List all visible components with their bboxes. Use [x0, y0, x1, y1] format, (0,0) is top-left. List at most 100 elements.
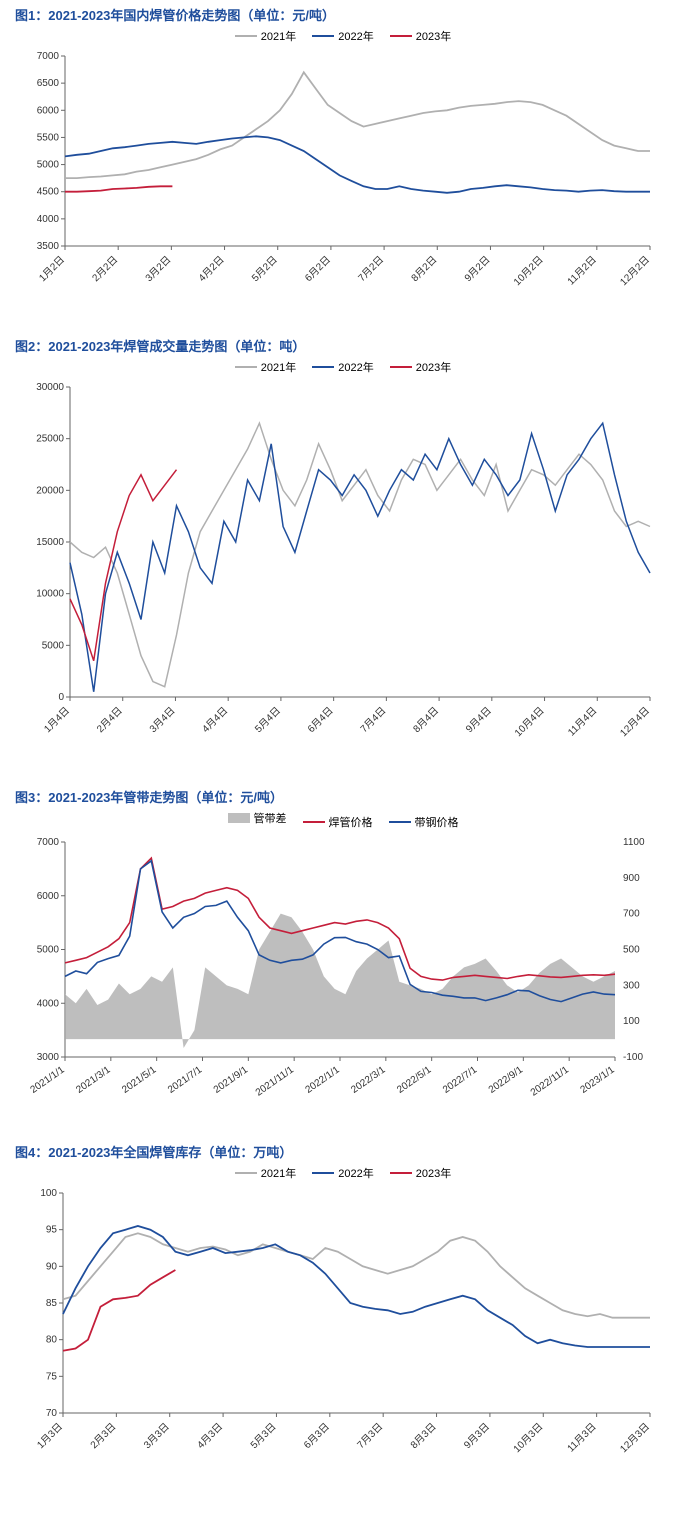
chart4-series-1	[63, 1226, 650, 1347]
chart2-legend-swatch-1	[312, 366, 334, 368]
svg-text:2022/3/1: 2022/3/1	[349, 1064, 388, 1096]
chart2-legend-swatch-2	[390, 366, 412, 368]
svg-text:7000: 7000	[37, 51, 60, 62]
svg-text:70: 70	[46, 1408, 58, 1419]
svg-text:5000: 5000	[37, 945, 60, 956]
svg-text:5月4日: 5月4日	[253, 705, 283, 735]
svg-text:7000: 7000	[37, 837, 60, 848]
svg-text:2月2日: 2月2日	[90, 254, 120, 284]
chart1-svg: 3500 4000 4500 5000 5500 6000 6500 7000 1月2日 2月2日…	[15, 46, 665, 306]
chart4-svg: 7075808590951001月3日2月3日3月3日4月3日5月3日6月3日7…	[15, 1183, 665, 1473]
chart4-container: 图4：2021-2023年全国焊管库存（单位：万吨） 2021年 2022年 2023…	[0, 1137, 686, 1478]
chart2-legend-item-0: 2021年	[235, 359, 296, 375]
svg-text:4月2日: 4月2日	[196, 254, 226, 284]
svg-text:6500: 6500	[37, 78, 60, 89]
svg-text:3500: 3500	[37, 241, 60, 252]
chart2-legend-item-1: 2022年	[312, 359, 373, 375]
chart2-series-0	[70, 423, 650, 687]
svg-text:700: 700	[623, 909, 640, 920]
chart1-legend-item-2: 2023年	[390, 28, 451, 44]
svg-text:8月2日: 8月2日	[409, 254, 439, 284]
svg-text:900: 900	[623, 873, 640, 884]
svg-text:30000: 30000	[36, 382, 64, 393]
svg-text:1月4日: 1月4日	[42, 705, 72, 735]
chart3-svg: 30004000500060007000-1001003005007009001…	[15, 832, 665, 1112]
chart3-legend-swatch-0	[303, 821, 325, 823]
chart1-series-2	[65, 186, 172, 191]
chart1-legend-label-1: 2022年	[338, 28, 373, 44]
chart1-legend-label-2: 2023年	[416, 28, 451, 44]
chart4-legend-item-1: 2022年	[312, 1165, 373, 1181]
svg-text:2022/7/1: 2022/7/1	[441, 1064, 480, 1096]
chart4-legend-label-0: 2021年	[261, 1165, 296, 1181]
chart1-legend-swatch-0	[235, 35, 257, 37]
svg-text:2022/1/1: 2022/1/1	[304, 1064, 343, 1096]
chart1-legend: 2021年 2022年 2023年	[15, 28, 671, 44]
svg-text:5月2日: 5月2日	[249, 254, 279, 284]
svg-text:9月4日: 9月4日	[463, 705, 493, 735]
chart2-legend-label-0: 2021年	[261, 359, 296, 375]
svg-text:5500: 5500	[37, 132, 60, 143]
svg-text:12月4日: 12月4日	[618, 705, 652, 739]
svg-text:10月4日: 10月4日	[512, 705, 546, 739]
chart1-legend-label-0: 2021年	[261, 28, 296, 44]
svg-text:4月3日: 4月3日	[195, 1421, 225, 1451]
svg-text:80: 80	[46, 1335, 58, 1346]
svg-text:300: 300	[623, 980, 640, 991]
chart4-legend-item-2: 2023年	[390, 1165, 451, 1181]
chart2-title: 图2：2021-2023年焊管成交量走势图（单位：吨）	[15, 336, 671, 355]
svg-text:4500: 4500	[37, 187, 60, 198]
chart2-legend-swatch-0	[235, 366, 257, 368]
svg-text:1100: 1100	[623, 837, 645, 848]
svg-text:6月4日: 6月4日	[305, 705, 335, 735]
chart3-legend-area: 管带差	[228, 810, 287, 826]
svg-text:2022/11/1: 2022/11/1	[529, 1064, 572, 1098]
svg-text:75: 75	[46, 1371, 58, 1382]
svg-text:11月4日: 11月4日	[565, 705, 599, 739]
svg-text:2021/3/1: 2021/3/1	[74, 1064, 113, 1096]
chart3-legend-label-0: 焊管价格	[329, 814, 373, 830]
chart1-container: 图1：2021-2023年国内焊管价格走势图（单位：元/吨） 2021年 2022年…	[0, 0, 686, 311]
chart4-title: 图4：2021-2023年全国焊管库存（单位：万吨）	[15, 1142, 671, 1161]
svg-text:3月3日: 3月3日	[141, 1421, 171, 1451]
svg-text:9月2日: 9月2日	[462, 254, 492, 284]
svg-text:12月3日: 12月3日	[618, 1421, 652, 1455]
svg-text:2021/7/1: 2021/7/1	[166, 1064, 205, 1096]
svg-text:25000: 25000	[36, 434, 64, 445]
svg-text:6月2日: 6月2日	[303, 254, 333, 284]
svg-text:2023/1/1: 2023/1/1	[579, 1064, 618, 1096]
svg-text:4月4日: 4月4日	[200, 705, 230, 735]
svg-text:1月2日: 1月2日	[37, 254, 67, 284]
svg-text:6000: 6000	[37, 105, 60, 116]
svg-text:2月4日: 2月4日	[94, 705, 124, 735]
svg-text:85: 85	[46, 1298, 58, 1309]
svg-text:2021/1/1: 2021/1/1	[29, 1064, 68, 1096]
svg-text:15000: 15000	[36, 537, 64, 548]
svg-text:8月3日: 8月3日	[408, 1421, 438, 1451]
svg-text:1月3日: 1月3日	[35, 1421, 65, 1451]
svg-text:3000: 3000	[37, 1052, 60, 1063]
chart3-area	[65, 914, 615, 1048]
svg-text:3月4日: 3月4日	[147, 705, 177, 735]
svg-text:11月3日: 11月3日	[565, 1421, 599, 1455]
chart2-series-2	[70, 470, 177, 661]
svg-text:100: 100	[623, 1016, 640, 1027]
svg-text:12月2日: 12月2日	[618, 254, 652, 288]
chart1-series-0	[65, 72, 650, 178]
svg-text:5000: 5000	[37, 160, 60, 171]
svg-text:9月3日: 9月3日	[462, 1421, 492, 1451]
chart1-legend-item-0: 2021年	[235, 28, 296, 44]
svg-text:4000: 4000	[37, 214, 60, 225]
chart3-legend-item-1: 带钢价格	[389, 814, 459, 830]
svg-text:4000: 4000	[37, 998, 60, 1009]
chart3-series-0	[65, 858, 615, 980]
svg-text:2022/5/1: 2022/5/1	[395, 1064, 434, 1096]
svg-text:2021/11/1: 2021/11/1	[254, 1064, 297, 1098]
svg-text:11月2日: 11月2日	[565, 254, 599, 288]
chart2-container: 图2：2021-2023年焊管成交量走势图（单位：吨）2021年2022年202…	[0, 331, 686, 762]
chart1-title: 图1：2021-2023年国内焊管价格走势图（单位：元/吨）	[15, 5, 671, 24]
svg-text:95: 95	[46, 1225, 58, 1236]
chart4-legend-label-1: 2022年	[338, 1165, 373, 1181]
svg-text:7月4日: 7月4日	[358, 705, 388, 735]
chart3-title: 图3：2021-2023年管带走势图（单位：元/吨）	[15, 787, 671, 806]
